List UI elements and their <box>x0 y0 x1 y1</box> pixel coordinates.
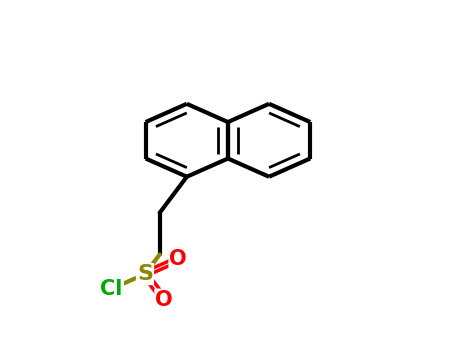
Text: O: O <box>155 289 173 310</box>
Text: Cl: Cl <box>101 279 123 299</box>
Text: O: O <box>169 249 187 269</box>
Text: S: S <box>137 264 153 284</box>
